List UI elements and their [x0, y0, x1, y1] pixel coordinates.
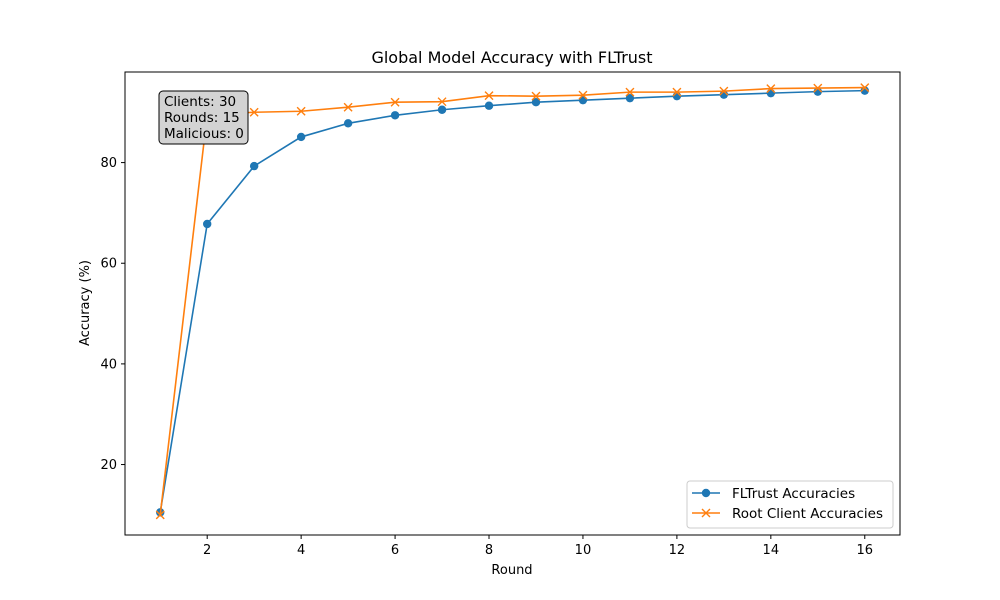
data-point: [484, 91, 494, 101]
legend-label: Root Client Accuracies: [732, 506, 883, 522]
y-tick-label: 20: [100, 458, 117, 473]
data-point: [343, 102, 353, 112]
series-line: [159, 89, 865, 513]
x-tick-label: 2: [203, 543, 211, 558]
annotation-line: Rounds: 15: [164, 110, 240, 126]
data-point: [531, 97, 541, 107]
data-point: [155, 510, 165, 520]
legend-label: FLTrust Accuracies: [732, 486, 855, 502]
legend-frame: [686, 480, 894, 529]
x-tick-label: 12: [669, 543, 686, 558]
data-point: [390, 97, 400, 107]
data-point: [672, 87, 682, 97]
data-point: [202, 219, 212, 229]
data-point: [484, 101, 494, 110]
x-tick-label: 4: [297, 543, 305, 558]
data-point: [860, 86, 869, 95]
x-tick-label: 16: [856, 543, 873, 558]
x-tick-label: 14: [763, 543, 780, 558]
y-tick-label: 80: [100, 156, 117, 171]
y-tick-label: 60: [100, 257, 117, 272]
annotation-box: Clients: 30 Rounds: 15 Malicious: 0: [158, 90, 249, 145]
x-tick-label: 10: [575, 543, 592, 558]
annotation-background: [158, 90, 249, 145]
y-axis-label: Accuracy (%): [78, 260, 93, 346]
chart-title: Global Model Accuracy with FLTrust: [371, 48, 652, 67]
series-layer: [155, 83, 870, 520]
y-tick-label: 40: [100, 357, 117, 372]
data-point: [437, 97, 447, 107]
series-line: [159, 86, 865, 515]
data-point: [813, 83, 823, 93]
legend-entry: FLTrust Accuracies: [692, 486, 855, 502]
series-2: [155, 83, 870, 520]
x-tick-label: 6: [391, 543, 399, 558]
legend: FLTrust Accuracies Root Client Accuracies: [686, 480, 894, 529]
data-point: [578, 90, 588, 100]
legend-swatch-marker: [701, 508, 711, 518]
plot-area: [124, 71, 901, 536]
x-axis-label: Round: [491, 563, 532, 578]
annotation-line: Clients: 30: [164, 94, 236, 110]
data-point: [531, 91, 541, 101]
data-point: [437, 105, 447, 114]
data-point: [296, 106, 306, 116]
data-point: [249, 107, 259, 117]
data-point: [719, 86, 729, 96]
data-point: [625, 93, 635, 103]
data-point: [249, 161, 259, 171]
x-tick-label: 8: [485, 543, 493, 558]
legend-swatch-marker: [701, 488, 711, 498]
data-point: [296, 132, 306, 142]
data-point: [390, 111, 400, 120]
legend-entry: Root Client Accuracies: [692, 506, 883, 522]
data-point: [672, 91, 682, 101]
x-axis: 2 4 6 8 10 12 14 16: [203, 535, 873, 558]
data-point: [343, 119, 353, 128]
data-point: [766, 84, 776, 94]
y-axis: 20 40 60 80: [100, 156, 125, 473]
annotation-line: Malicious: 0: [164, 126, 244, 142]
data-point: [766, 88, 776, 98]
data-point: [625, 87, 635, 97]
data-point: [860, 83, 870, 93]
